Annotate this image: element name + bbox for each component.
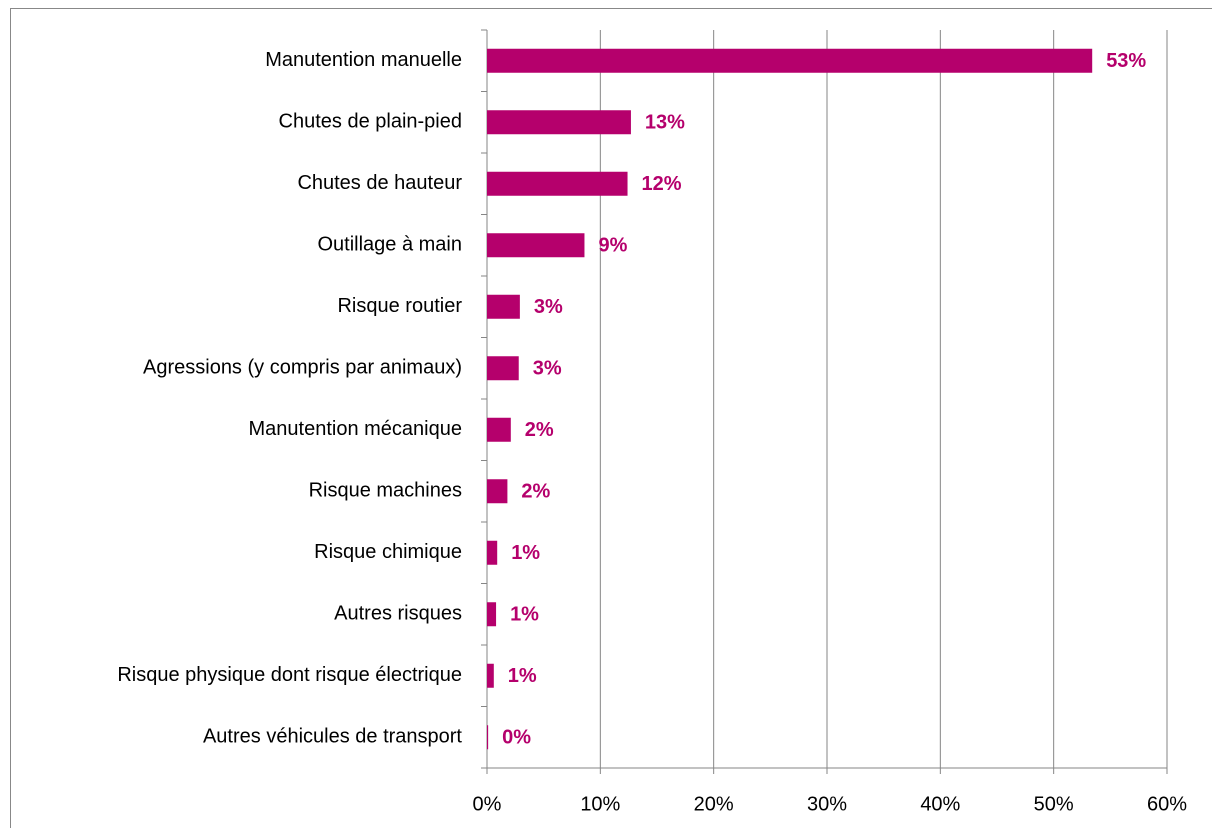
y-tick-label: Autres véhicules de transport [203, 726, 462, 748]
bar [487, 725, 489, 750]
y-tick-label: Outillage à main [317, 234, 462, 256]
y-tick-label: Manutention manuelle [265, 49, 462, 71]
value-label: 9% [598, 235, 627, 257]
bar [487, 602, 497, 627]
x-tick-label: 40% [920, 793, 960, 815]
y-tick-label: Agressions (y compris par animaux) [143, 357, 462, 379]
x-tick-label: 60% [1147, 793, 1187, 815]
y-tick-label: Risque physique dont risque électrique [117, 664, 462, 686]
y-tick-label: Chutes de plain-pied [279, 111, 462, 133]
value-label: 3% [534, 296, 563, 318]
bar [487, 233, 585, 258]
value-label: 12% [642, 173, 682, 195]
value-label: 1% [508, 665, 537, 687]
y-tick-label: Autres risques [334, 603, 462, 625]
x-tick-label: 10% [580, 793, 620, 815]
x-tick-label: 30% [807, 793, 847, 815]
bar [487, 48, 1093, 73]
value-label: 13% [645, 112, 685, 134]
bar [487, 417, 511, 442]
x-tick-label: 50% [1034, 793, 1074, 815]
bar [487, 663, 494, 688]
bar [487, 479, 508, 504]
value-label: 3% [533, 358, 562, 380]
x-tick-label: 20% [694, 793, 734, 815]
bar [487, 110, 631, 135]
bar [487, 171, 628, 196]
value-label: 1% [510, 604, 539, 626]
y-tick-label: Risque routier [337, 295, 462, 317]
bar [487, 294, 520, 319]
y-tick-label: Manutention mécanique [249, 418, 462, 440]
chart-frame [10, 8, 1212, 828]
x-tick-label: 0% [473, 793, 502, 815]
bar [487, 356, 519, 381]
value-label: 53% [1106, 50, 1146, 72]
y-tick-label: Risque machines [309, 480, 462, 502]
value-label: 2% [525, 419, 554, 441]
value-label: 1% [511, 542, 540, 564]
value-label: 0% [502, 727, 531, 749]
y-tick-label: Risque chimique [314, 541, 462, 563]
value-label: 2% [521, 481, 550, 503]
y-tick-label: Chutes de hauteur [297, 172, 462, 194]
bar [487, 540, 498, 565]
